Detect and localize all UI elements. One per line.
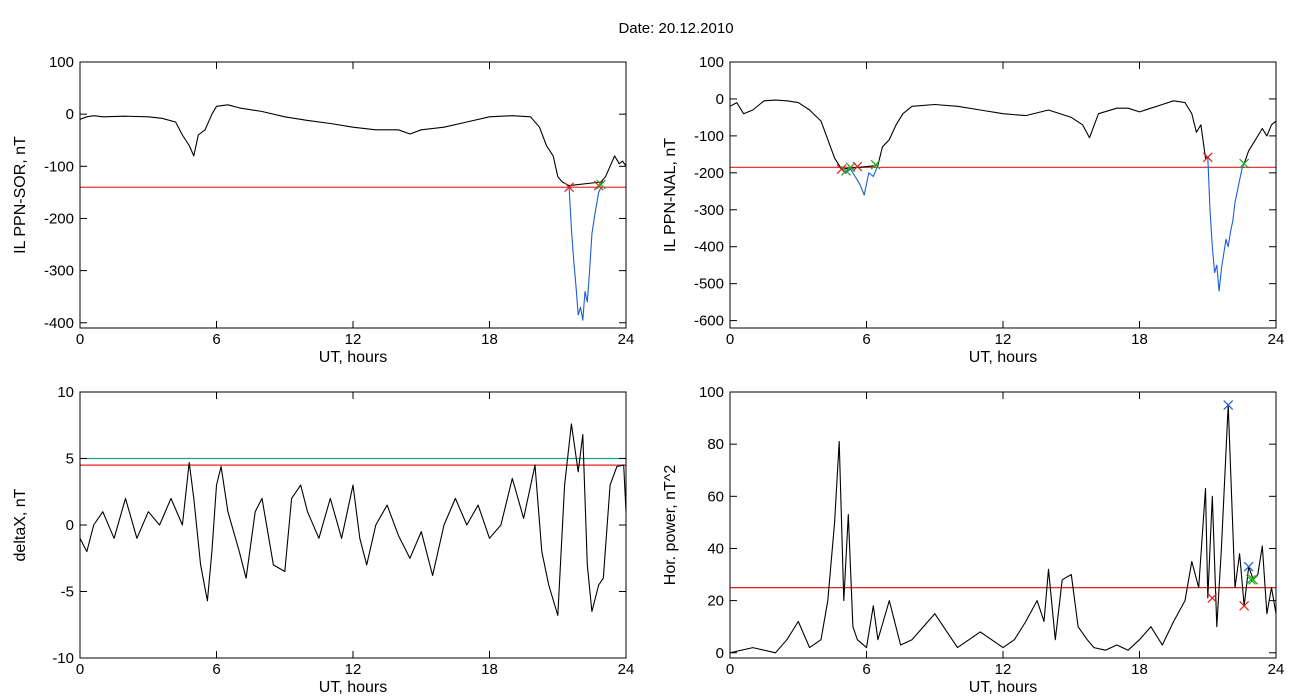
- y-tick-label: 0: [716, 645, 724, 662]
- x-axis-label: UT, hours: [319, 679, 387, 696]
- y-tick-label: 80: [707, 436, 724, 453]
- event-marker: [1202, 152, 1213, 163]
- series-line-1: [729, 404, 1277, 654]
- x-tick-label: 6: [862, 331, 870, 348]
- x-tick-label: 12: [345, 661, 362, 678]
- x-tick-label: 0: [726, 331, 734, 348]
- chart-panel-2: 0 6 12 18 24 100 0 -100 -200 -300 -400 -500 -600 UT, …: [662, 54, 1284, 366]
- series-line-3: [1207, 157, 1245, 292]
- series-line-1: [79, 104, 627, 187]
- x-axis-label: UT, hours: [319, 349, 387, 366]
- event-marker: [852, 161, 863, 172]
- x-axis-label: UT, hours: [969, 349, 1037, 366]
- event-marker: [1243, 561, 1254, 572]
- x-tick-label: 6: [212, 331, 220, 348]
- y-tick-label: -200: [44, 210, 74, 227]
- y-tick-label: 10: [57, 384, 74, 401]
- y-tick-label: -500: [694, 276, 724, 293]
- event-marker: [1239, 158, 1250, 169]
- chart-panel-1: 0 6 12 18 24 100 0 -100 -200 -300 -400 UT, hours IL …: [12, 54, 634, 366]
- y-axis-label: IL PPN-NAL, nT: [662, 138, 679, 252]
- series-line-2: [841, 165, 879, 196]
- event-marker: [1223, 400, 1234, 410]
- chart-panel-4: 0 6 12 18 24 100 80 60 40 20 0 UT, hours Hor. power,…: [662, 384, 1284, 696]
- plot-frame: [79, 61, 627, 329]
- y-tick-label: -400: [694, 239, 724, 256]
- series-line-1: [79, 423, 627, 616]
- y-tick-label: -5: [61, 584, 74, 601]
- x-tick-label: 24: [618, 661, 635, 678]
- event-marker: [596, 179, 606, 190]
- event-marker: [841, 166, 851, 176]
- chart-panel-3: 0 6 12 18 24 10 5 0 -5 -10 UT, hours deltaX, nT: [12, 384, 634, 696]
- y-tick-label: 100: [699, 54, 724, 71]
- y-tick-label: 5: [66, 451, 74, 468]
- plot-frame: [729, 391, 1277, 659]
- x-axis-label: UT, hours: [969, 679, 1037, 696]
- x-tick-label: 0: [726, 661, 734, 678]
- series-line-1: [729, 99, 1208, 170]
- series-line-2: [568, 186, 602, 321]
- y-tick-label: -300: [44, 263, 74, 280]
- x-tick-label: 6: [212, 661, 220, 678]
- event-marker: [1239, 600, 1250, 611]
- y-tick-label: -100: [44, 158, 74, 175]
- y-axis-label: deltaX, nT: [12, 488, 29, 561]
- y-tick-label: 0: [716, 91, 724, 108]
- y-tick-label: 0: [66, 106, 74, 123]
- y-tick-label: 60: [707, 488, 724, 505]
- x-tick-label: 0: [76, 661, 84, 678]
- event-marker: [564, 182, 575, 193]
- event-marker: [1248, 574, 1259, 585]
- plot-frame: [79, 391, 627, 659]
- event-marker: [1207, 593, 1218, 603]
- x-tick-label: 6: [862, 661, 870, 678]
- series-line-4: [1243, 120, 1277, 164]
- y-tick-label: -100: [694, 128, 724, 145]
- x-tick-label: 0: [76, 331, 84, 348]
- plot-frame: [729, 61, 1277, 329]
- x-tick-label: 12: [995, 661, 1012, 678]
- y-tick-label: 0: [66, 517, 74, 534]
- x-tick-label: 24: [618, 331, 635, 348]
- y-tick-label: 20: [707, 593, 724, 610]
- y-tick-label: -600: [694, 313, 724, 330]
- y-tick-label: -400: [44, 315, 74, 332]
- y-axis-label: Hor. power, nT^2: [662, 465, 679, 586]
- event-marker: [870, 159, 881, 170]
- x-tick-label: 18: [481, 661, 498, 678]
- y-tick-label: -300: [694, 202, 724, 219]
- event-marker: [593, 180, 604, 191]
- event-marker: [1246, 574, 1256, 585]
- x-tick-label: 12: [345, 331, 362, 348]
- y-tick-label: -10: [52, 650, 74, 667]
- y-tick-label: 100: [49, 54, 74, 71]
- x-tick-label: 18: [1131, 661, 1148, 678]
- y-tick-label: 40: [707, 540, 724, 557]
- x-tick-label: 24: [1268, 331, 1285, 348]
- x-tick-label: 12: [995, 331, 1012, 348]
- x-tick-label: 18: [481, 331, 498, 348]
- y-tick-label: -200: [694, 165, 724, 182]
- figure-title: Date: 20.12.2010: [618, 20, 733, 37]
- x-tick-label: 18: [1131, 331, 1148, 348]
- y-axis-label: IL PPN-SOR, nT: [12, 136, 29, 254]
- y-tick-label: 100: [699, 384, 724, 401]
- x-tick-label: 24: [1268, 661, 1285, 678]
